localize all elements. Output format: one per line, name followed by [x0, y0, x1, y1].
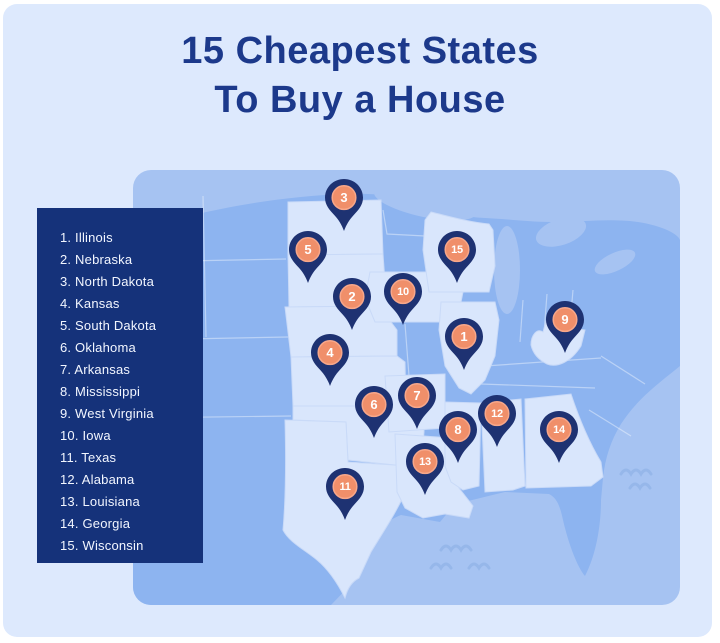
- pin-icon: [311, 334, 349, 386]
- map-pin-15: 15: [438, 231, 476, 283]
- map-pin-12: 12: [478, 395, 516, 447]
- legend-item-mississippi: 8. Mississippi: [60, 384, 141, 399]
- map-pin-13: 13: [406, 443, 444, 495]
- pin-icon: [478, 395, 516, 447]
- map-pin-7: 7: [398, 377, 436, 429]
- pin-icon: [325, 179, 363, 231]
- pin-icon: [289, 231, 327, 283]
- legend-item-arkansas: 7. Arkansas: [60, 362, 131, 377]
- title-line-2: To Buy a House: [214, 79, 506, 121]
- legend-item-georgia: 14. Georgia: [60, 516, 131, 531]
- pin-number: 12: [491, 408, 503, 420]
- legend-item-illinois: 1. Illinois: [60, 230, 113, 245]
- pin-number: 9: [561, 312, 569, 327]
- map-pin-9: 9: [546, 301, 584, 353]
- state-borders: [133, 195, 646, 437]
- pin-icon: [355, 386, 393, 438]
- map-pin-1: 1: [445, 318, 483, 370]
- legend-item-iowa: 10. Iowa: [60, 428, 111, 443]
- legend-item-north-dakota: 3. North Dakota: [60, 274, 155, 289]
- pin-number: 2: [348, 289, 356, 304]
- pin-number: 4: [326, 345, 334, 360]
- map-pin-5: 5: [289, 231, 327, 283]
- legend-item-south-dakota: 5. South Dakota: [60, 318, 157, 333]
- water-waves: [429, 468, 653, 571]
- pin-number: 13: [419, 456, 431, 468]
- map-pin-11: 11: [326, 468, 364, 520]
- pin-icon: [326, 468, 364, 520]
- pin-number: 8: [454, 422, 462, 437]
- pin-icon: [445, 318, 483, 370]
- map-pin-2: 2: [333, 278, 371, 330]
- pin-number: 3: [340, 190, 348, 205]
- title-line-1: 15 Cheapest States: [181, 30, 539, 72]
- pin-number: 10: [397, 286, 409, 298]
- state-ranking-items: 1. Illinois 2. Nebraska 3. North Dakota 4. …: [60, 227, 195, 557]
- state-ranking-list: 1. Illinois 2. Nebraska 3. North Dakota 4. …: [37, 208, 203, 563]
- pin-icon: [546, 301, 584, 353]
- map-pin-6: 6: [355, 386, 393, 438]
- pin-icon: [384, 273, 422, 325]
- pin-icon: [540, 411, 578, 463]
- page-title: 15 Cheapest States To Buy a House: [0, 27, 720, 125]
- map-pin-10: 10: [384, 273, 422, 325]
- pin-number: 11: [339, 481, 351, 493]
- legend-item-nebraska: 2. Nebraska: [60, 252, 133, 267]
- legend-item-west-virginia: 9. West Virginia: [60, 406, 154, 421]
- legend-item-wisconsin: 15. Wisconsin: [60, 538, 144, 553]
- pin-number: 14: [553, 424, 565, 436]
- map-pin-3: 3: [325, 179, 363, 231]
- pin-icon: [406, 443, 444, 495]
- pin-number: 15: [451, 244, 463, 256]
- pin-icon: [398, 377, 436, 429]
- map-pin-8: 8: [439, 411, 477, 463]
- pin-number: 5: [304, 242, 312, 257]
- legend-item-alabama: 12. Alabama: [60, 472, 135, 487]
- pin-number: 6: [370, 397, 378, 412]
- pin-icon: [439, 411, 477, 463]
- legend-item-oklahoma: 6. Oklahoma: [60, 340, 136, 355]
- legend-item-texas: 11. Texas: [60, 450, 117, 465]
- pin-icon: [438, 231, 476, 283]
- legend-item-kansas: 4. Kansas: [60, 296, 120, 311]
- pin-icon: [333, 278, 371, 330]
- legend-item-louisiana: 13. Louisiana: [60, 494, 140, 509]
- pin-number: 7: [413, 388, 421, 403]
- us-map-panel: 1 2 3 4 5 6 7 8 9 10 11 12 13 14 15: [133, 170, 680, 605]
- pin-number: 1: [460, 329, 468, 344]
- great-lakes: [374, 185, 636, 314]
- map-pin-4: 4: [311, 334, 349, 386]
- map-pin-14: 14: [540, 411, 578, 463]
